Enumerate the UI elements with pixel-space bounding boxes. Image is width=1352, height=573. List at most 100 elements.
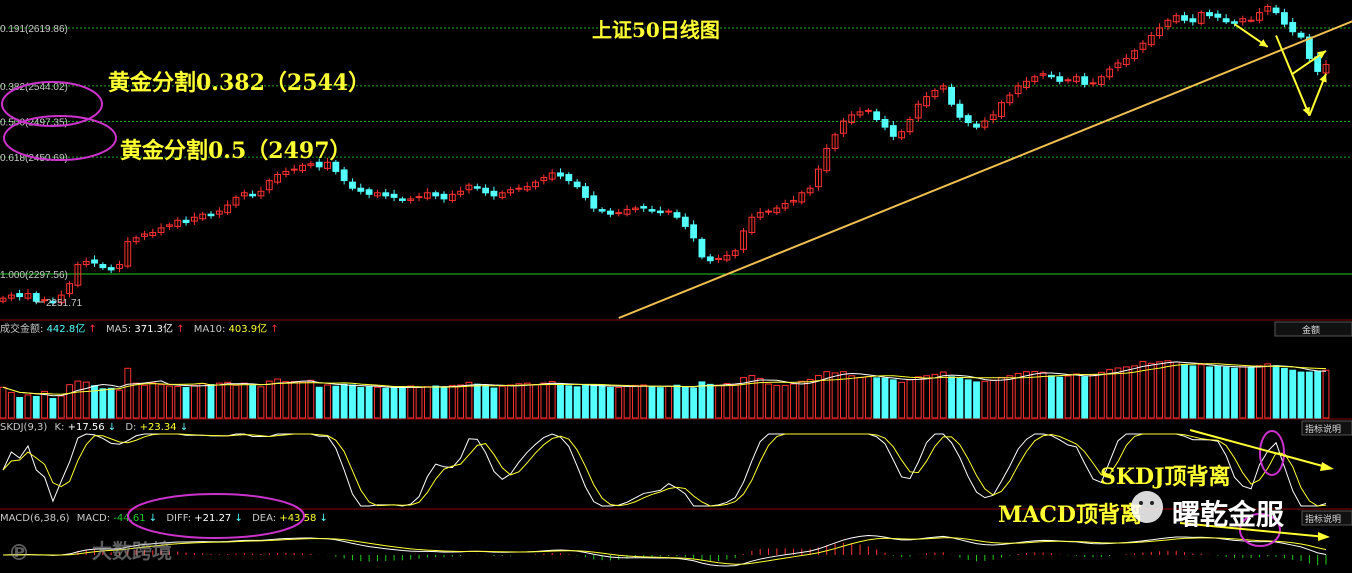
macd-header: MACD(6,38,6) MACD: -44.61 ↓ DIFF: +21.27… bbox=[0, 513, 328, 524]
amount-bar bbox=[415, 386, 423, 419]
candle-body bbox=[773, 207, 781, 214]
candle-body bbox=[374, 192, 381, 197]
macd-diff-value: +21.27 bbox=[194, 513, 231, 524]
amount-bar bbox=[448, 384, 456, 419]
amount-bar bbox=[1164, 360, 1172, 419]
amount-bar bbox=[923, 375, 931, 419]
amount-bar bbox=[1289, 369, 1297, 419]
candle-body bbox=[1023, 80, 1030, 88]
amount-bar bbox=[457, 384, 465, 419]
candle-body bbox=[523, 186, 531, 191]
amount-bar bbox=[116, 389, 123, 419]
amount-bar bbox=[215, 382, 223, 419]
amount-bar bbox=[340, 383, 348, 419]
amount-bar bbox=[673, 384, 681, 419]
amount-button[interactable]: 金额 bbox=[1274, 321, 1352, 337]
amount-bar bbox=[57, 395, 65, 419]
candle-body bbox=[507, 189, 514, 194]
candle-body bbox=[432, 192, 440, 197]
fib-label-2: 0.500(2497.35) bbox=[0, 118, 68, 129]
candle-body bbox=[1272, 7, 1280, 14]
amount-bar bbox=[831, 372, 839, 419]
skdj-header: SKDJ(9,3) K: +17.56 ↓ D: +23.34 ↓ bbox=[0, 422, 188, 433]
annotation-macd-divergence: MACD顶背离 bbox=[998, 502, 1142, 528]
candle-body bbox=[798, 192, 806, 203]
candle-body bbox=[1114, 62, 1122, 69]
candle-body bbox=[673, 212, 681, 218]
candle-body bbox=[166, 224, 173, 227]
amount-bar bbox=[1264, 363, 1272, 419]
amount-bar bbox=[299, 381, 306, 419]
annotation-fib-05: 黄金分割0.5（2497） bbox=[120, 138, 352, 164]
candle-body bbox=[748, 216, 756, 233]
candle-body bbox=[182, 219, 190, 224]
amount-bar bbox=[823, 371, 831, 419]
amount-bar bbox=[590, 384, 598, 419]
fib-label-4: 1.000(2297.56) bbox=[0, 270, 68, 281]
candle-body bbox=[715, 257, 722, 260]
amount-bar bbox=[1197, 364, 1205, 419]
amount-bar bbox=[856, 377, 864, 419]
candle-body bbox=[648, 209, 656, 212]
fib-label-1: 0.382(2544.02) bbox=[0, 82, 68, 93]
amount-bar bbox=[839, 371, 847, 419]
circle-skdj-divergence bbox=[1259, 430, 1285, 476]
amount-bar bbox=[307, 379, 315, 419]
candle-body bbox=[1056, 76, 1064, 82]
circle-macd-header bbox=[127, 493, 305, 539]
candle-body bbox=[7, 294, 15, 299]
candle-body bbox=[681, 216, 689, 227]
amount-bar bbox=[948, 376, 955, 419]
watermark-left-text: 大数跨境 bbox=[92, 539, 172, 563]
amount-bar bbox=[981, 380, 989, 419]
candle-body bbox=[282, 170, 290, 175]
amount-up-icon: ↑ bbox=[88, 324, 96, 335]
candle-body bbox=[290, 168, 298, 171]
amount-bar bbox=[898, 381, 906, 419]
skdj-help-button[interactable]: 指标说明 bbox=[1301, 420, 1352, 436]
macd-help-button[interactable]: 指标说明 bbox=[1301, 510, 1352, 526]
candle-body bbox=[299, 164, 306, 172]
candle-body bbox=[257, 190, 265, 197]
amount-bar bbox=[648, 386, 656, 419]
amount-bar bbox=[631, 384, 639, 419]
candle-body bbox=[0, 297, 7, 302]
candle-body bbox=[340, 169, 348, 182]
candle-body bbox=[881, 119, 889, 128]
candle-body bbox=[49, 300, 57, 304]
wechat-icon bbox=[1131, 491, 1163, 523]
annotation-skdj-divergence: SKDJ顶背离 bbox=[1100, 464, 1231, 490]
candle-body bbox=[1247, 19, 1255, 22]
amount-bar bbox=[407, 385, 415, 419]
candle-body bbox=[249, 193, 257, 197]
candle-body bbox=[706, 256, 714, 262]
low-label: 2251.71 bbox=[46, 298, 83, 309]
skdj-d-value: +23.34 bbox=[140, 422, 177, 433]
candle-body bbox=[665, 210, 673, 213]
amount-bar bbox=[939, 371, 947, 419]
candle-body bbox=[806, 187, 814, 194]
candle-body bbox=[1089, 82, 1097, 85]
candle-body bbox=[956, 103, 964, 118]
amount-bar bbox=[24, 394, 32, 419]
candle-body bbox=[1239, 18, 1247, 23]
amount-bar bbox=[1272, 365, 1280, 419]
candle-body bbox=[307, 163, 315, 166]
amount-bar bbox=[906, 379, 914, 419]
annotation-fib-0382: 黄金分割0.382（2544） bbox=[108, 70, 370, 96]
candle-body bbox=[1131, 50, 1139, 59]
amount-bar bbox=[432, 385, 440, 419]
candle-body bbox=[24, 293, 32, 299]
candle-body bbox=[1305, 36, 1313, 59]
amount-bar bbox=[240, 382, 248, 419]
candle-body bbox=[32, 293, 40, 302]
amount-bar bbox=[765, 383, 772, 419]
candle-body bbox=[906, 119, 914, 133]
amount-bar bbox=[390, 386, 398, 419]
skdj-k-value: +17.56 bbox=[68, 422, 105, 433]
amount-bar bbox=[440, 386, 448, 419]
amount-bar bbox=[798, 380, 806, 419]
candle-body bbox=[199, 213, 207, 220]
amount-bar bbox=[423, 386, 431, 419]
